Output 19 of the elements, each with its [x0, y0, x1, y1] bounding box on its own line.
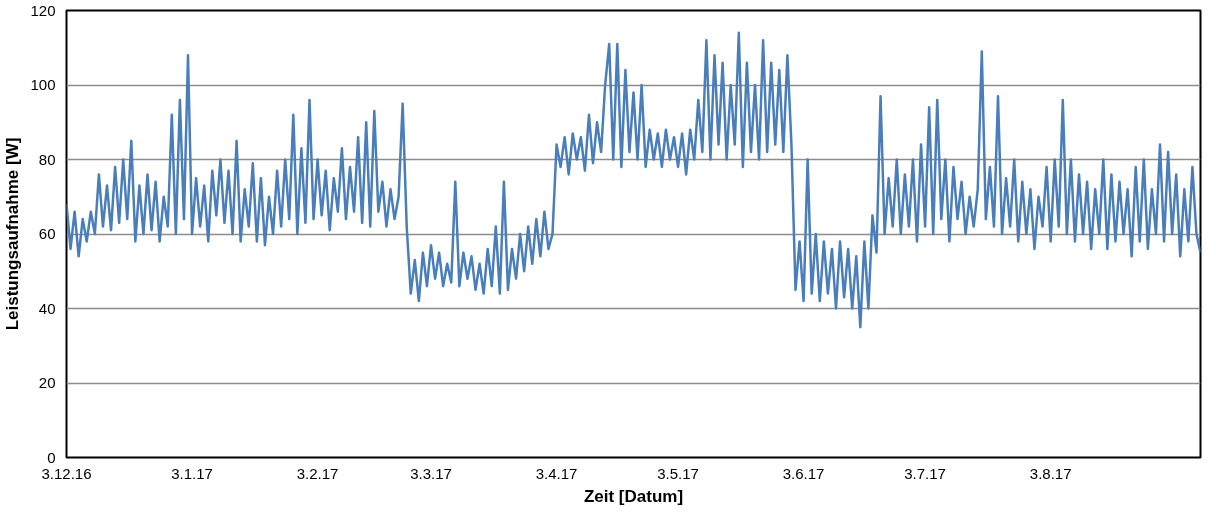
y-tick-label: 20 — [38, 374, 56, 391]
y-tick-label: 120 — [30, 1, 56, 19]
x-tick-label: 3.3.17 — [410, 464, 452, 482]
y-tick-label: 0 — [47, 448, 56, 466]
y-axis-title: Leistungsaufnahme [W] — [3, 137, 23, 331]
x-tick-label: 3.12.16 — [41, 464, 92, 482]
x-tick-label: 3.5.17 — [657, 464, 699, 482]
line-series — [66, 31, 1201, 329]
x-axis-title: Zeit [Datum] — [583, 486, 684, 506]
y-tick-label: 40 — [38, 299, 56, 317]
y-tick-label: 80 — [38, 150, 56, 168]
y-tick-label: 100 — [30, 76, 56, 93]
x-tick-label: 3.2.17 — [296, 464, 339, 482]
x-tick-label: 3.6.17 — [782, 464, 825, 482]
y-tick-label: 60 — [38, 225, 56, 242]
x-tick-label: 3.1.17 — [171, 464, 213, 482]
x-tick-label: 3.8.17 — [1029, 464, 1072, 482]
x-tick-label: 3.4.17 — [535, 464, 578, 482]
x-tick-label: 3.7.17 — [904, 464, 946, 482]
